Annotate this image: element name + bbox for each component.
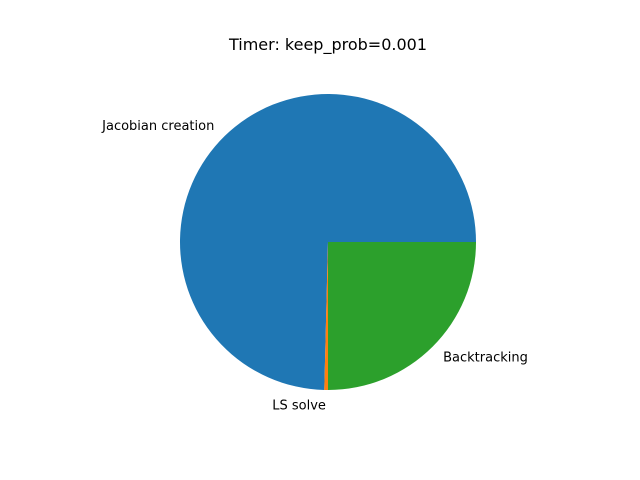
chart-title: Timer: keep_prob=0.001 [228, 35, 427, 55]
pie-slice-backtracking [328, 242, 476, 390]
pie-slice-jacobian-creation [179, 93, 476, 390]
slice-label-jacobian-creation: Jacobian creation [101, 119, 214, 134]
slice-label-backtracking: Backtracking [443, 351, 528, 366]
pie-slices [179, 93, 476, 390]
pie-slice-ls-solve [324, 242, 328, 390]
slice-label-ls-solve: LS solve [272, 398, 326, 413]
pie-labels: Jacobian creation LS solve Backtracking [101, 119, 528, 413]
